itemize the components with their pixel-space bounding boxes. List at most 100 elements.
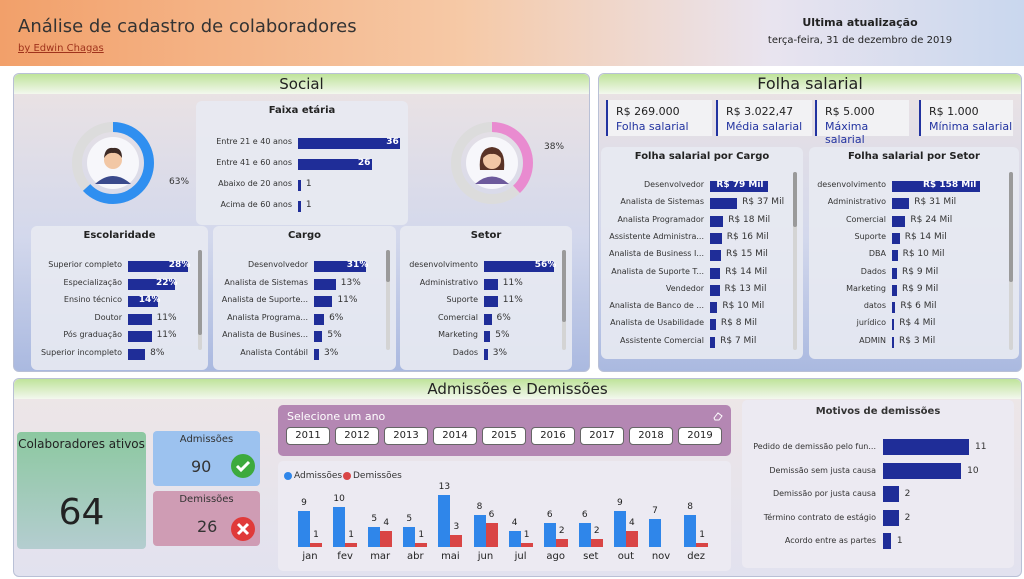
- folha-setor-row[interactable]: jurídico: [809, 318, 886, 331]
- admissoes-bar[interactable]: [649, 519, 661, 547]
- folha-setor-row[interactable]: datos: [809, 301, 886, 314]
- demissoes-bar[interactable]: [555, 539, 568, 547]
- folha-setor-row[interactable]: Dados: [809, 267, 886, 280]
- setor-row[interactable]: Suporte: [400, 295, 478, 308]
- cargo-bar[interactable]: [314, 278, 336, 290]
- admissoes-bar[interactable]: [543, 523, 556, 547]
- demissoes-bar[interactable]: [310, 543, 322, 547]
- eraser-icon[interactable]: [713, 411, 723, 421]
- folha-cargo-bar[interactable]: [710, 336, 716, 348]
- demissoes-bar[interactable]: [345, 543, 358, 547]
- cargo-row[interactable]: Desenvolvedor: [213, 260, 308, 273]
- demissoes-bar[interactable]: [485, 523, 498, 547]
- faixa-row[interactable]: Entre 41 e 60 anos: [196, 158, 292, 171]
- folha-setor-bar[interactable]: [892, 319, 895, 331]
- demissoes-bar[interactable]: [625, 531, 638, 547]
- demissoes-bar[interactable]: [415, 543, 428, 547]
- escolaridade-scrollbar[interactable]: [198, 250, 202, 350]
- year-button-2016[interactable]: 2016: [531, 427, 575, 445]
- admissoes-bar[interactable]: [333, 507, 346, 547]
- cargo-bar[interactable]: [314, 331, 323, 342]
- folha-setor-row[interactable]: DBA: [809, 249, 886, 262]
- setor-row[interactable]: Administrativo: [400, 278, 478, 291]
- setor-row[interactable]: Dados: [400, 348, 478, 361]
- cargo-row[interactable]: Analista de Suporte...: [213, 295, 308, 308]
- setor-bar[interactable]: [484, 278, 498, 290]
- escolaridade-row[interactable]: Superior incompleto: [31, 348, 122, 361]
- folha-cargo-row[interactable]: Analista de Business I...: [601, 249, 704, 262]
- admissoes-bar[interactable]: [298, 511, 310, 547]
- folha-cargo-bar[interactable]: [710, 250, 721, 262]
- faixa-bar[interactable]: [298, 201, 301, 212]
- folha-cargo-row[interactable]: Analista de Banco de ...: [601, 301, 704, 314]
- author-link[interactable]: by Edwin Chagas: [18, 43, 104, 54]
- folha-setor-bar[interactable]: [892, 267, 897, 279]
- escolaridade-bar[interactable]: [128, 348, 146, 360]
- setor-bar[interactable]: [484, 313, 492, 325]
- folha-cargo-row[interactable]: Assistente Administra...: [601, 232, 704, 245]
- setor-scrollbar[interactable]: [562, 250, 566, 350]
- admissoes-bar[interactable]: [508, 531, 521, 547]
- admissoes-bar[interactable]: [438, 495, 451, 547]
- folha-setor-row[interactable]: Marketing: [809, 284, 886, 297]
- folha-cargo-bar[interactable]: [710, 215, 724, 227]
- escolaridade-row[interactable]: Pós graduação: [31, 330, 122, 343]
- year-button-2011[interactable]: 2011: [286, 427, 330, 445]
- cargo-bar[interactable]: [314, 313, 325, 325]
- folha-setor-row[interactable]: Suporte: [809, 232, 886, 245]
- year-button-2015[interactable]: 2015: [482, 427, 526, 445]
- folha-setor-bar[interactable]: [892, 302, 896, 314]
- folha-setor-scrollbar[interactable]: [1009, 172, 1013, 350]
- demissoes-bar[interactable]: [380, 531, 393, 547]
- cargo-row[interactable]: Analista Programa...: [213, 313, 308, 326]
- folha-setor-bar[interactable]: [892, 250, 898, 262]
- setor-row[interactable]: Comercial: [400, 313, 478, 326]
- folha-setor-row[interactable]: desenvolvimento: [809, 180, 886, 193]
- admissoes-bar[interactable]: [613, 511, 626, 547]
- demissoes-bar[interactable]: [450, 535, 463, 547]
- folha-cargo-bar[interactable]: [710, 284, 720, 296]
- folha-setor-row[interactable]: Comercial: [809, 215, 886, 228]
- faixa-row[interactable]: Abaixo de 20 anos: [196, 179, 292, 192]
- year-button-2018[interactable]: 2018: [629, 427, 673, 445]
- folha-cargo-row[interactable]: Desenvolvedor: [601, 180, 704, 193]
- demissoes-bar[interactable]: [520, 543, 533, 547]
- admissoes-bar[interactable]: [403, 527, 416, 547]
- escolaridade-row[interactable]: Especialização: [31, 278, 123, 291]
- admissoes-bar[interactable]: [368, 527, 381, 547]
- cargo-bar[interactable]: [314, 261, 366, 272]
- escolaridade-bar[interactable]: [128, 331, 152, 342]
- setor-bar[interactable]: [484, 348, 488, 360]
- folha-setor-bar[interactable]: [892, 215, 906, 227]
- admissoes-bar[interactable]: [473, 515, 486, 547]
- folha-cargo-row[interactable]: Analista de Usabilidade: [601, 318, 704, 331]
- faixa-bar[interactable]: [298, 138, 400, 149]
- cargo-bar[interactable]: [314, 348, 320, 360]
- faixa-row[interactable]: Acima de 60 anos: [196, 200, 293, 213]
- cargo-bar[interactable]: [314, 296, 333, 307]
- cargo-row[interactable]: Analista de Sistemas: [213, 278, 308, 291]
- admissoes-bar[interactable]: [578, 523, 591, 547]
- folha-cargo-bar[interactable]: [710, 198, 738, 210]
- motivo-bar[interactable]: [883, 509, 899, 526]
- setor-bar[interactable]: [484, 296, 498, 307]
- setor-bar[interactable]: [484, 261, 554, 272]
- demissoes-bar[interactable]: [590, 539, 603, 547]
- setor-row[interactable]: desenvolvimento: [400, 260, 478, 273]
- folha-setor-bar[interactable]: [892, 232, 900, 244]
- folha-cargo-bar[interactable]: [710, 302, 718, 314]
- cargo-row[interactable]: Analista Contábil: [213, 348, 308, 361]
- year-button-2012[interactable]: 2012: [335, 427, 379, 445]
- year-button-2014[interactable]: 2014: [433, 427, 477, 445]
- setor-bar[interactable]: [484, 331, 491, 342]
- folha-cargo-bar[interactable]: [710, 232, 722, 244]
- cargo-row[interactable]: Analista de Busines...: [213, 330, 308, 343]
- folha-setor-bar[interactable]: [892, 284, 897, 296]
- folha-cargo-row[interactable]: Assistente Comercial: [601, 336, 704, 349]
- escolaridade-row[interactable]: Ensino técnico: [31, 295, 122, 308]
- motivo-bar[interactable]: [883, 439, 969, 455]
- faixa-row[interactable]: Entre 21 e 40 anos: [196, 137, 292, 150]
- folha-cargo-bar[interactable]: [710, 267, 721, 279]
- escolaridade-bar[interactable]: [128, 278, 176, 290]
- escolaridade-row[interactable]: Doutor: [31, 313, 122, 326]
